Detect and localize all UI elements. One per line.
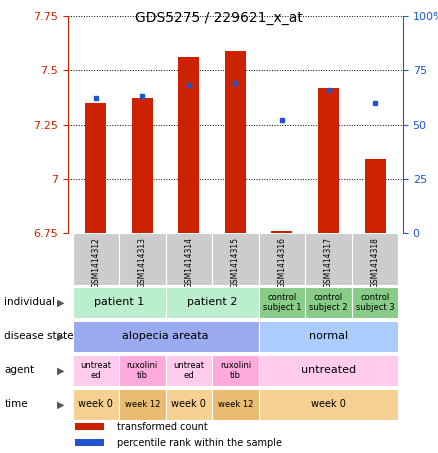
Text: untreat
ed: untreat ed — [80, 361, 111, 380]
Text: GSM1414316: GSM1414316 — [277, 237, 286, 289]
Text: control
subject 3: control subject 3 — [356, 293, 394, 312]
Bar — [132, 98, 153, 233]
Text: normal: normal — [309, 331, 348, 342]
Bar — [259, 321, 398, 352]
Text: GDS5275 / 229621_x_at: GDS5275 / 229621_x_at — [135, 11, 303, 25]
Bar — [212, 389, 259, 420]
Bar — [166, 287, 259, 318]
Bar — [259, 389, 398, 420]
Bar — [119, 355, 166, 386]
Text: GSM1414313: GSM1414313 — [138, 237, 147, 289]
Text: disease state: disease state — [4, 331, 74, 342]
Text: control
subject 2: control subject 2 — [309, 293, 348, 312]
Text: week 0: week 0 — [171, 399, 206, 410]
Bar — [119, 233, 166, 285]
Text: agent: agent — [4, 365, 35, 376]
Text: ▶: ▶ — [57, 365, 64, 376]
Text: untreated: untreated — [301, 365, 356, 376]
Bar — [259, 233, 305, 285]
Bar — [73, 389, 119, 420]
Bar — [73, 321, 259, 352]
Text: GSM1414312: GSM1414312 — [91, 237, 100, 289]
Text: ▶: ▶ — [57, 331, 64, 342]
Text: GSM1414315: GSM1414315 — [231, 237, 240, 289]
Bar — [318, 87, 339, 233]
Text: alopecia areata: alopecia areata — [122, 331, 209, 342]
Bar — [364, 159, 385, 233]
Bar — [74, 423, 104, 430]
Text: patient 1: patient 1 — [94, 297, 144, 308]
Text: individual: individual — [4, 297, 55, 308]
Bar — [74, 439, 104, 447]
Text: week 0: week 0 — [311, 399, 346, 410]
Text: GSM1414314: GSM1414314 — [184, 237, 194, 289]
Text: ruxolini
tib: ruxolini tib — [220, 361, 251, 380]
Text: transformed count: transformed count — [117, 422, 208, 432]
Bar — [85, 103, 106, 233]
Bar — [259, 355, 398, 386]
Bar — [166, 355, 212, 386]
Text: time: time — [4, 399, 28, 410]
Bar — [166, 233, 212, 285]
Bar — [178, 57, 199, 233]
Bar — [166, 389, 212, 420]
Bar — [212, 233, 259, 285]
Text: ▶: ▶ — [57, 297, 64, 308]
Text: GSM1414317: GSM1414317 — [324, 237, 333, 289]
Text: patient 2: patient 2 — [187, 297, 237, 308]
Text: week 12: week 12 — [218, 400, 253, 409]
Bar — [212, 355, 259, 386]
Text: untreat
ed: untreat ed — [173, 361, 205, 380]
Text: week 12: week 12 — [125, 400, 160, 409]
Bar — [73, 355, 119, 386]
Text: week 0: week 0 — [78, 399, 113, 410]
Bar — [119, 389, 166, 420]
Bar — [305, 233, 352, 285]
Text: ruxolini
tib: ruxolini tib — [127, 361, 158, 380]
Bar — [272, 231, 293, 233]
Bar — [259, 287, 305, 318]
Bar — [73, 233, 119, 285]
Text: percentile rank within the sample: percentile rank within the sample — [117, 438, 283, 448]
Text: GSM1414318: GSM1414318 — [371, 237, 380, 289]
Text: control
subject 1: control subject 1 — [263, 293, 301, 312]
Bar — [352, 233, 398, 285]
Bar — [73, 287, 166, 318]
Bar — [305, 287, 352, 318]
Text: ▶: ▶ — [57, 399, 64, 410]
Bar — [352, 287, 398, 318]
Bar — [225, 51, 246, 233]
